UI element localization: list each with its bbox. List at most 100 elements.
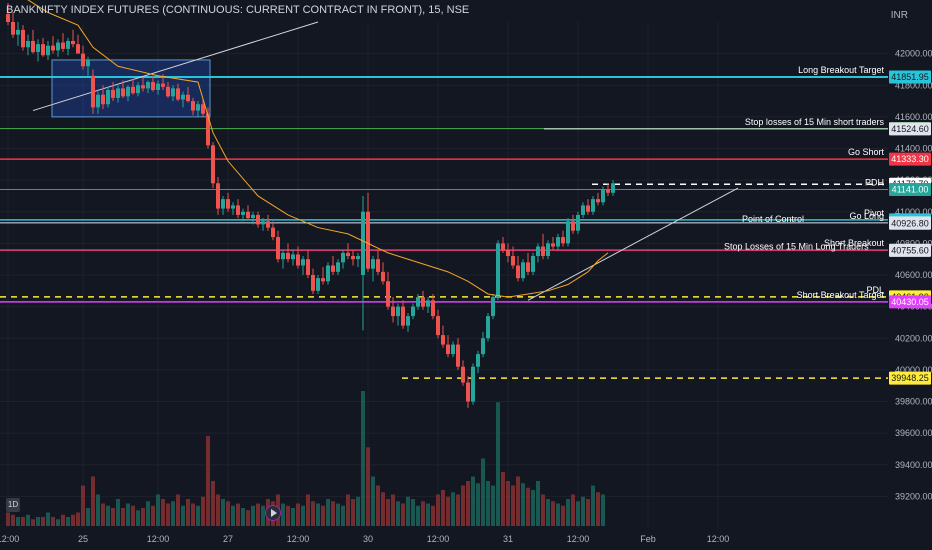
candle-body bbox=[281, 252, 285, 260]
volume-bar bbox=[456, 494, 460, 526]
volume-bar bbox=[391, 494, 395, 526]
candle-body bbox=[206, 113, 210, 146]
candle-body bbox=[581, 205, 585, 215]
level-label: Go Long bbox=[849, 211, 884, 221]
volume-bar bbox=[206, 436, 210, 526]
volume-bar bbox=[596, 492, 600, 526]
candle-body bbox=[341, 252, 345, 263]
candle-body bbox=[16, 29, 20, 35]
price-axis: 42000.0041800.0041600.0041400.0041200.00… bbox=[895, 49, 932, 502]
volume-bar bbox=[131, 505, 135, 526]
volume-bar bbox=[6, 512, 10, 526]
volume-bar bbox=[161, 499, 165, 526]
candle-body bbox=[251, 214, 255, 219]
replay-icon[interactable] bbox=[265, 505, 281, 521]
volume-bar bbox=[66, 517, 70, 526]
candle-body bbox=[551, 243, 555, 247]
candle-body bbox=[216, 183, 220, 209]
candle-body bbox=[426, 300, 430, 307]
level-label: Stop losses of 15 Min short traders bbox=[745, 117, 885, 127]
volume-bar bbox=[356, 496, 360, 526]
candle-body bbox=[96, 94, 100, 108]
volume-bar bbox=[531, 490, 535, 526]
candle-body bbox=[486, 316, 490, 339]
candle-body bbox=[126, 86, 130, 97]
level-label: Long Breakout Target bbox=[798, 65, 884, 75]
volume-bar bbox=[376, 485, 380, 526]
price-tick-label: 39600.00 bbox=[895, 428, 932, 438]
candle-body bbox=[156, 83, 160, 90]
volume-bar bbox=[261, 505, 265, 526]
time-axis: 12:00 25 12:00 27 12:00 30 12:00 31 12:00 Feb 12:0… bbox=[0, 534, 729, 544]
candle-body bbox=[361, 211, 365, 275]
candle-body bbox=[271, 227, 275, 238]
candle-body bbox=[121, 88, 125, 97]
candle-body bbox=[136, 85, 140, 94]
volume-bar bbox=[246, 510, 250, 526]
volume-bar bbox=[296, 503, 300, 526]
candle-body bbox=[571, 221, 575, 231]
volume-bar bbox=[336, 503, 340, 526]
volume-bar bbox=[346, 494, 350, 526]
volume-bar bbox=[541, 494, 545, 526]
volume-bar bbox=[51, 517, 55, 526]
candle-body bbox=[306, 259, 310, 275]
time-tick-label: 27 bbox=[223, 534, 233, 544]
volume-bar bbox=[506, 481, 510, 526]
candle-body bbox=[376, 259, 380, 272]
price-tick-label: 41400.00 bbox=[895, 144, 932, 154]
volume-bar bbox=[471, 476, 475, 526]
annotation-label: Point of Control bbox=[742, 214, 804, 224]
candle-body bbox=[366, 211, 370, 269]
volume-bar bbox=[26, 514, 30, 526]
candle-body bbox=[291, 254, 295, 260]
candle-body bbox=[276, 237, 280, 260]
volume-bar bbox=[496, 402, 500, 526]
volume-bar bbox=[476, 483, 480, 526]
candle-body bbox=[531, 256, 535, 272]
volume-bar bbox=[111, 508, 115, 526]
candle-body bbox=[226, 199, 230, 209]
volume-bar bbox=[406, 496, 410, 526]
time-tick-label: 12:00 bbox=[567, 534, 590, 544]
candle-body bbox=[181, 94, 185, 100]
volume-bar bbox=[281, 503, 285, 526]
candle-body bbox=[46, 45, 50, 56]
volume-bar bbox=[11, 514, 15, 526]
volume-bar bbox=[61, 514, 65, 526]
time-tick-label: 12:00 bbox=[0, 534, 19, 544]
candle-body bbox=[286, 252, 290, 260]
volume-bar bbox=[196, 505, 200, 526]
candle-body bbox=[166, 86, 170, 97]
candle-body bbox=[411, 306, 415, 317]
candle-body bbox=[161, 83, 165, 87]
candle-body bbox=[496, 243, 500, 298]
price-tick-label: 39800.00 bbox=[895, 397, 932, 407]
candle-body bbox=[466, 382, 470, 402]
volume-bar bbox=[316, 503, 320, 526]
candle-body bbox=[301, 259, 305, 266]
price-tag-box bbox=[889, 243, 931, 257]
volume-bar bbox=[171, 501, 175, 526]
volume-bar bbox=[576, 501, 580, 526]
interval-badge[interactable]: 1D bbox=[6, 498, 20, 512]
candle-body bbox=[141, 85, 145, 89]
volume-bar bbox=[551, 501, 555, 526]
candle-body bbox=[66, 40, 70, 49]
volume-bar bbox=[141, 508, 145, 526]
volume-bar bbox=[466, 481, 470, 526]
price-tag-label: 40755.60 bbox=[891, 245, 929, 255]
volume-bar bbox=[486, 481, 490, 526]
level-label: PDL bbox=[866, 285, 884, 295]
volume-bar bbox=[21, 517, 25, 526]
candle-body bbox=[601, 189, 605, 203]
volume-bar bbox=[461, 485, 465, 526]
price-tick-label: 40000.00 bbox=[895, 365, 932, 375]
candle-body bbox=[171, 88, 175, 97]
candle-body bbox=[236, 205, 240, 215]
price-tag-label: 41333.30 bbox=[891, 154, 929, 164]
level-label: Short Breakout bbox=[824, 238, 885, 248]
candle-body bbox=[576, 214, 580, 231]
candle-body bbox=[381, 271, 385, 282]
